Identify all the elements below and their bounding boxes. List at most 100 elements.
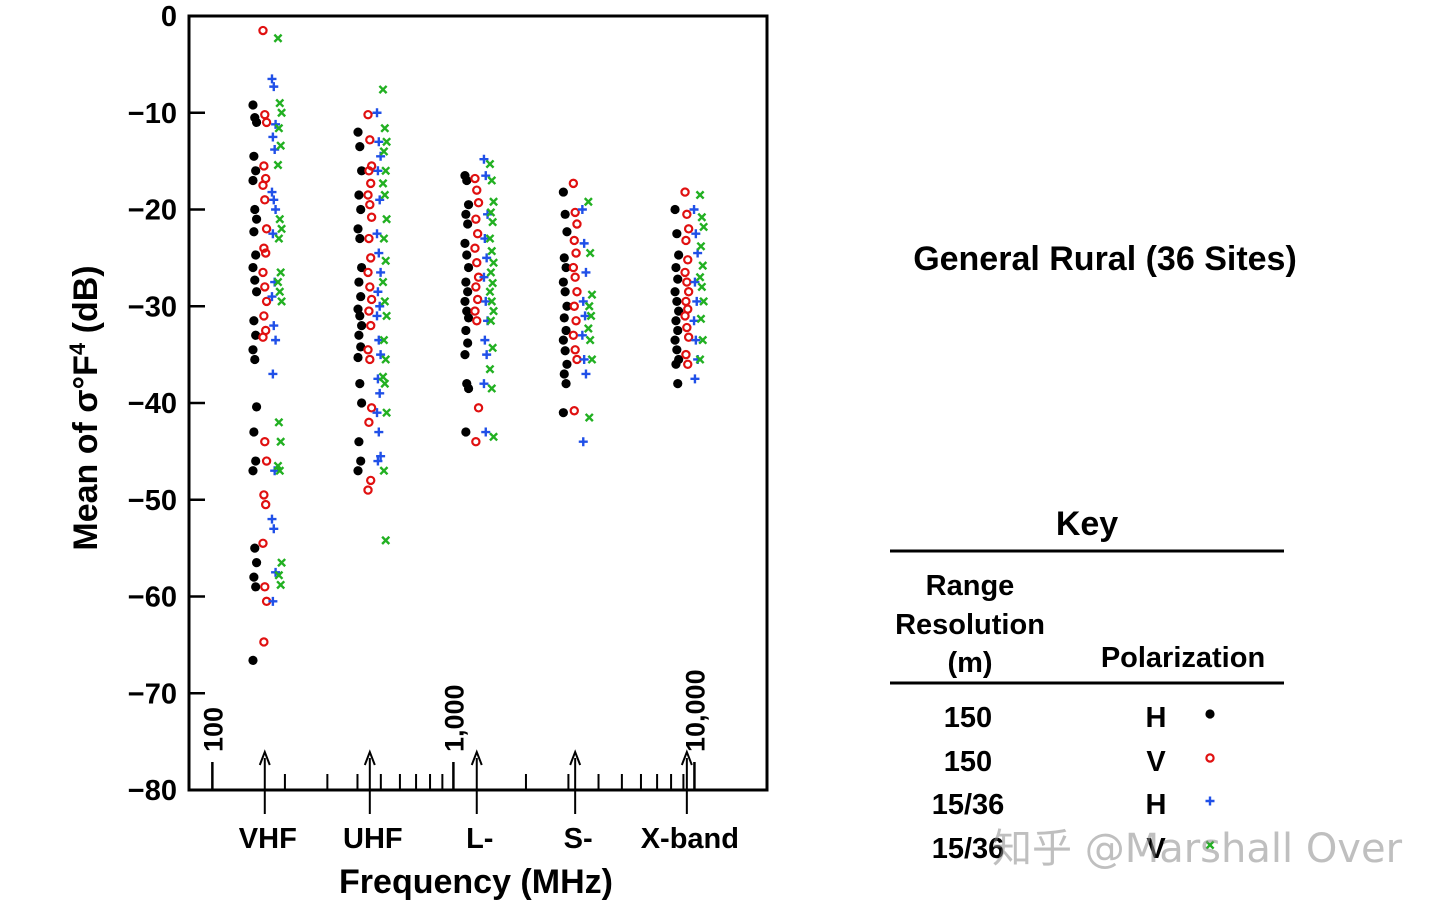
data-point	[382, 137, 392, 147]
data-point	[683, 255, 693, 265]
data-point	[380, 123, 390, 133]
data-point	[375, 195, 385, 205]
data-point	[260, 582, 270, 592]
data-point	[251, 117, 262, 128]
data-point	[276, 141, 286, 151]
data-point	[267, 292, 277, 302]
data-point	[269, 195, 279, 205]
data-point	[570, 272, 580, 282]
legend-pol: H	[1146, 789, 1167, 821]
data-point	[695, 355, 705, 364]
y-tick-label: −20	[128, 195, 177, 227]
data-point	[378, 277, 388, 287]
data-point	[585, 335, 595, 345]
legend-pol: H	[1146, 702, 1167, 734]
frequency-label: 10,000	[680, 669, 710, 752]
data-point	[488, 278, 498, 288]
band-arrow-head	[363, 749, 376, 766]
data-point	[461, 277, 471, 287]
data-point	[674, 250, 684, 260]
data-point	[381, 256, 391, 266]
data-point	[248, 175, 258, 186]
data-point	[249, 227, 259, 237]
data-point	[274, 123, 284, 133]
data-point	[673, 325, 683, 336]
data-point	[479, 154, 489, 164]
data-point	[559, 313, 569, 323]
data-point	[250, 354, 260, 365]
x-axis-label: Frequency (MHz)	[339, 863, 613, 901]
data-point	[682, 277, 692, 287]
data-point	[674, 306, 684, 316]
data-point	[354, 277, 364, 287]
data-point	[267, 74, 277, 84]
data-point	[682, 209, 692, 220]
y-tick-label: −10	[128, 98, 177, 130]
data-point	[251, 287, 262, 297]
data-point	[470, 243, 480, 253]
data-point	[267, 187, 277, 197]
data-point	[268, 229, 278, 239]
watermark: 知乎 @Marshall Over	[992, 826, 1403, 872]
data-point	[488, 217, 498, 227]
data-point	[366, 475, 376, 486]
data-point	[249, 151, 259, 161]
data-point	[250, 204, 260, 215]
data-point	[373, 287, 383, 297]
data-point	[572, 219, 582, 229]
data-point	[473, 198, 484, 208]
data-point	[366, 178, 376, 189]
data-point	[364, 417, 374, 428]
series-cross	[273, 33, 709, 590]
data-point	[356, 456, 366, 466]
data-point	[682, 322, 692, 333]
data-point	[471, 214, 481, 224]
data-point	[378, 85, 388, 94]
data-point	[472, 294, 483, 305]
data-point	[471, 437, 481, 447]
data-point	[680, 187, 690, 197]
data-point	[489, 432, 499, 442]
data-point	[560, 287, 570, 297]
data-point	[379, 147, 389, 156]
data-point	[365, 199, 375, 210]
data-point	[273, 33, 283, 43]
data-point	[681, 296, 691, 307]
data-point	[489, 258, 499, 268]
data-point	[699, 222, 709, 232]
data-point	[376, 267, 386, 277]
band-label: S-	[564, 823, 593, 855]
data-point	[587, 290, 597, 300]
data-point	[463, 338, 473, 348]
legend-range: 150	[944, 746, 992, 778]
data-point	[580, 311, 590, 321]
data-point	[489, 197, 499, 207]
data-point	[355, 142, 365, 152]
data-point	[354, 437, 364, 447]
data-point	[363, 109, 373, 120]
data-point	[480, 335, 490, 345]
data-point	[249, 316, 259, 326]
data-point	[258, 25, 268, 36]
data-point	[356, 291, 366, 302]
data-point	[363, 345, 373, 355]
data-point	[559, 253, 569, 263]
y-tick-label: −30	[128, 291, 177, 323]
data-point	[277, 224, 287, 234]
data-point	[277, 108, 287, 118]
data-point	[251, 250, 261, 260]
data-point	[463, 383, 474, 394]
data-point	[681, 349, 691, 360]
data-point	[479, 379, 489, 389]
legend-col-polarization: Polarization	[1101, 642, 1265, 674]
data-point	[251, 456, 261, 466]
data-point	[698, 335, 708, 345]
data-point	[683, 332, 694, 342]
data-point	[379, 234, 389, 243]
data-point	[487, 246, 497, 256]
band-arrow-head	[569, 749, 582, 766]
data-point	[672, 345, 682, 355]
data-point	[569, 406, 579, 416]
data-point	[258, 180, 268, 191]
data-point	[568, 330, 579, 340]
